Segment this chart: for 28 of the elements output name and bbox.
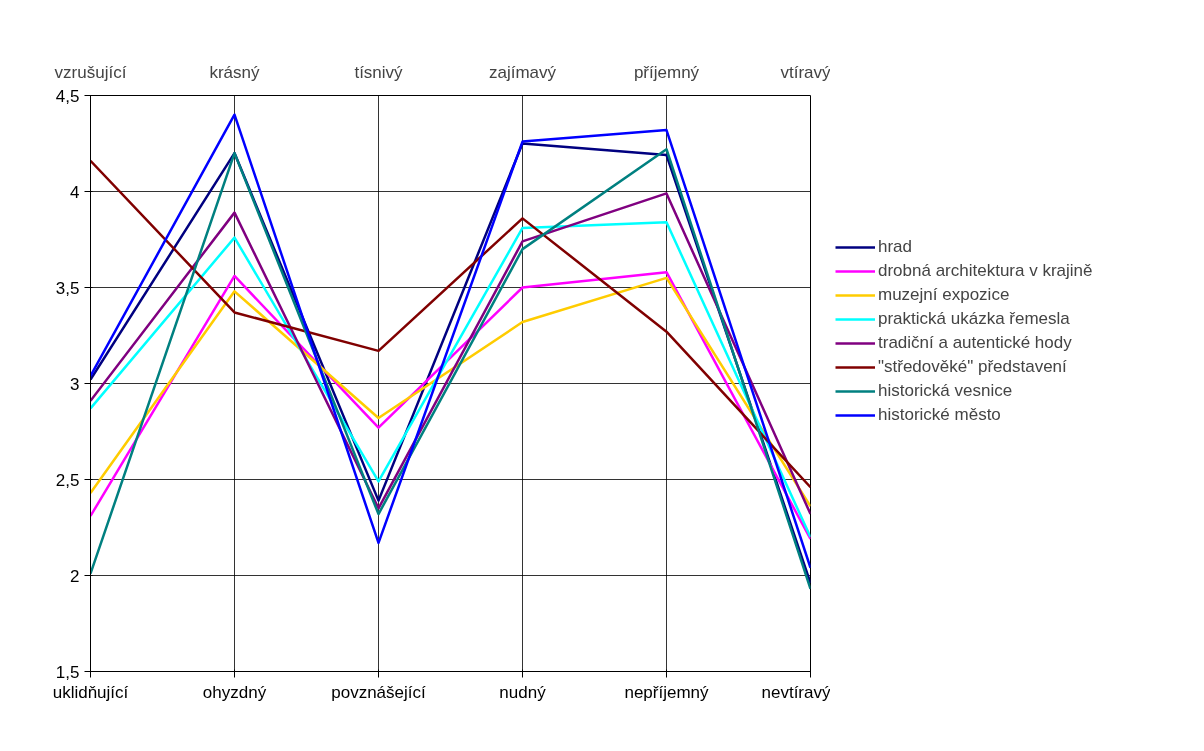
y-tick-label: 2 <box>70 566 80 586</box>
x-tick-label: nudný <box>499 682 547 702</box>
text: zajímavý <box>488 62 557 82</box>
text: tísnivý <box>354 62 404 82</box>
text: vtíravý <box>780 62 831 82</box>
y-tick-label: 3 <box>70 374 80 394</box>
x-tick-label: uklidňující <box>52 682 129 702</box>
legend-label: praktická ukázka řemesla <box>878 309 1070 329</box>
y-tick-label: 3,5 <box>55 278 80 298</box>
text: vzrušující <box>54 62 127 82</box>
x-tick-label: nevtíravý <box>761 682 831 702</box>
x-tick-label: povznášející <box>331 682 427 702</box>
legend-label: hrad <box>878 237 913 257</box>
x-tick-label: ohyzdný <box>202 682 267 702</box>
y-tick-label: 4 <box>70 182 80 202</box>
legend-label: "středověké" představení <box>878 357 1067 377</box>
y-tick-label: 1,5 <box>55 662 80 682</box>
legend-label: muzejní expozice <box>878 285 1010 305</box>
legend-label: drobná architektura v krajině <box>878 261 1093 281</box>
x-tick-label: nepříjemný <box>624 682 710 702</box>
legend-label: historická vesnice <box>878 381 1013 401</box>
legend-label: historické město <box>878 405 1001 425</box>
y-tick-label: 2,5 <box>55 470 80 490</box>
text: příjemný <box>633 62 700 82</box>
text: krásný <box>209 62 261 82</box>
line-series <box>90 159 811 489</box>
legend-label: tradiční a autentické hody <box>878 333 1072 353</box>
y-tick-label: 4,5 <box>55 86 80 106</box>
